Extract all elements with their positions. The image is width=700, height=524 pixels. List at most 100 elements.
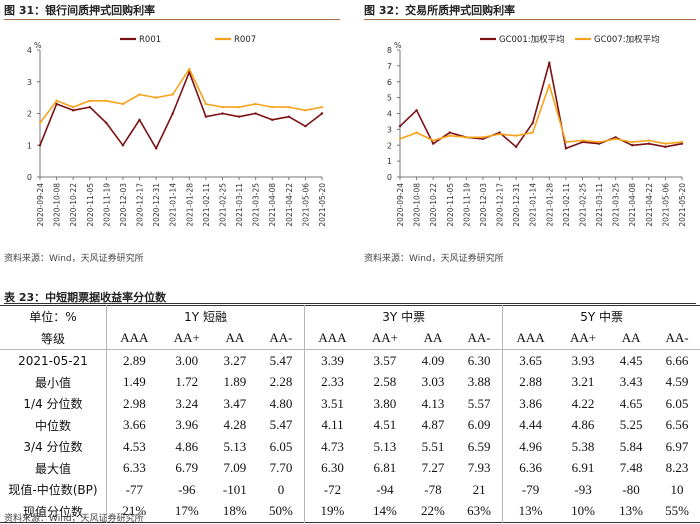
table-cell: 3.43 bbox=[619, 374, 643, 390]
series-line-R007 bbox=[39, 68, 323, 124]
y-tick-label: 3 bbox=[387, 125, 392, 134]
table-cell: -93 bbox=[574, 481, 592, 497]
grade-header: AA bbox=[225, 330, 245, 346]
x-tick-label: 2021-03-25 bbox=[252, 183, 261, 227]
x-tick-label: 2020-10-08 bbox=[53, 183, 62, 227]
interbank-repo-rate-chart: 0 1 2 3 4% 2020-09-24 2020-10-08 2020-10-22 2020… bbox=[27, 35, 327, 227]
data-point bbox=[188, 67, 191, 71]
table-body: 2021-05-21 2.89 3.00 3.27 5.47 3.39 3.57 4.09 6.… bbox=[0, 349, 700, 523]
x-tick-label: 2020-09-24 bbox=[36, 183, 45, 227]
table-cell: 10% bbox=[571, 503, 595, 519]
yield-percentile-table: 单位：% 1Y 短融 3Y 中票 5Y 中票 等级 AAA AA+ AA AA-… bbox=[0, 305, 700, 523]
group-header-5y: 5Y 中票 bbox=[502, 305, 700, 328]
data-point bbox=[531, 121, 534, 125]
data-point bbox=[254, 102, 257, 106]
table-cell: 7.93 bbox=[467, 460, 491, 476]
grade-label: 等级 bbox=[40, 331, 65, 346]
grade-header: AA- bbox=[665, 330, 689, 346]
grade-header: AA- bbox=[269, 330, 293, 346]
legend-label: GC007:加权平均 bbox=[594, 34, 660, 45]
table-cell: 4.45 bbox=[619, 352, 643, 368]
table-cell: 5.84 bbox=[619, 438, 643, 454]
table-cell: -80 bbox=[622, 481, 640, 497]
x-tick-label: 2020-12-17 bbox=[496, 183, 505, 227]
x-tick-label: 2021-03-25 bbox=[612, 183, 621, 227]
table-cell: 3.88 bbox=[467, 374, 491, 390]
table-cell: 6.97 bbox=[665, 438, 689, 454]
table-cell: 6.05 bbox=[665, 395, 689, 411]
table-row: 2021-05-21 2.89 3.00 3.27 5.47 3.39 3.57 4.09 6.… bbox=[0, 349, 700, 372]
x-tick-label: 2020-11-19 bbox=[102, 183, 111, 227]
table-cell: -96 bbox=[178, 481, 196, 497]
figure-32-title: 图 32：交易所质押式回购利率 bbox=[364, 4, 516, 17]
table-cell: 7.09 bbox=[223, 460, 247, 476]
table-cell: 6.91 bbox=[571, 460, 595, 476]
table-cell: -94 bbox=[376, 481, 394, 497]
table-cell: 6.59 bbox=[467, 438, 491, 454]
table-cell: 0 bbox=[277, 481, 285, 497]
table-cell: 21 bbox=[472, 481, 486, 497]
data-point bbox=[320, 112, 324, 115]
table-cell: 18% bbox=[222, 503, 247, 519]
data-point bbox=[398, 125, 402, 128]
table-cell: 17% bbox=[174, 503, 199, 519]
legend-label: GC001:加权平均 bbox=[499, 34, 565, 45]
data-point bbox=[88, 99, 91, 103]
table-cell: 2.33 bbox=[304, 371, 360, 393]
table-cell: 5.51 bbox=[421, 438, 445, 454]
data-point bbox=[105, 99, 108, 103]
table-cell: 1.49 bbox=[105, 371, 162, 393]
data-point bbox=[55, 99, 58, 103]
table-cell: 4.44 bbox=[502, 414, 558, 436]
data-point bbox=[171, 112, 174, 115]
unit-label: 单位：% bbox=[29, 310, 77, 325]
data-point bbox=[631, 140, 634, 144]
data-point bbox=[647, 142, 651, 145]
table-cell: 4.13 bbox=[421, 395, 445, 411]
table-cell: 4.80 bbox=[269, 395, 293, 411]
table-cell: 4.09 bbox=[421, 352, 445, 368]
data-point bbox=[138, 93, 141, 96]
table-cell: -101 bbox=[222, 481, 247, 497]
table-cell: 19% bbox=[304, 500, 360, 523]
table-cell: 4.87 bbox=[421, 417, 445, 433]
group-header-1y: 1Y 短融 bbox=[105, 305, 305, 328]
data-point bbox=[304, 125, 307, 128]
row-label: 现值-中位数(BP) bbox=[8, 483, 98, 498]
data-point bbox=[88, 105, 91, 109]
data-point bbox=[237, 115, 241, 118]
x-tick-label: 2020-09-24 bbox=[396, 183, 405, 227]
data-point bbox=[448, 134, 451, 137]
table-cell: 3.39 bbox=[304, 349, 360, 372]
y-tick-label: 6 bbox=[387, 78, 392, 87]
table-cell: 3.57 bbox=[373, 352, 397, 368]
data-point bbox=[320, 105, 324, 109]
table-cell: 3.66 bbox=[105, 414, 162, 436]
data-point bbox=[564, 147, 568, 150]
x-tick-label: 2020-12-17 bbox=[136, 183, 145, 227]
table-23-rule bbox=[4, 303, 696, 304]
table-cell: 3.51 bbox=[304, 393, 360, 415]
table-cell: 5.47 bbox=[269, 417, 293, 433]
table-cell: 2.98 bbox=[105, 393, 162, 415]
table-cell: 3.00 bbox=[175, 352, 199, 368]
x-tick-label: 2021-04-08 bbox=[628, 183, 637, 227]
y-tick-label: 2 bbox=[387, 141, 392, 150]
grade-header: AAA bbox=[502, 327, 558, 350]
data-point bbox=[105, 121, 108, 125]
table-cell: 5.38 bbox=[571, 438, 595, 454]
table-cell: -79 bbox=[502, 479, 558, 501]
table-cell: 5.57 bbox=[467, 395, 491, 411]
table-cell: 2.89 bbox=[105, 349, 162, 372]
series-line-GC007:加权平均 bbox=[399, 84, 683, 145]
table-cell: 3.80 bbox=[373, 395, 397, 411]
data-point bbox=[514, 145, 518, 149]
table-cell: 14% bbox=[372, 503, 397, 519]
x-tick-label: 2021-03-11 bbox=[235, 183, 244, 227]
x-tick-label: 2020-10-22 bbox=[429, 183, 438, 227]
data-point bbox=[415, 109, 418, 112]
table-cell: 13% bbox=[619, 503, 644, 519]
table-cell: 5.47 bbox=[269, 352, 293, 368]
x-tick-label: 2021-05-20 bbox=[318, 183, 327, 227]
table-cell: 6.05 bbox=[269, 438, 293, 454]
